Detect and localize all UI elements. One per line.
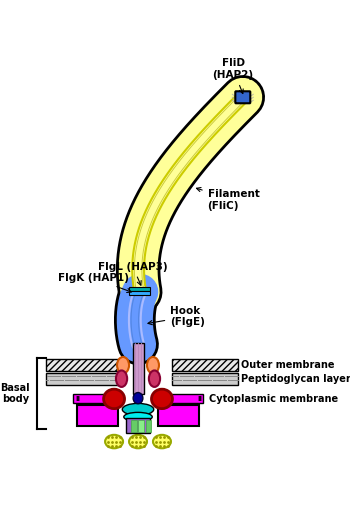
Text: Outer membrane: Outer membrane	[240, 360, 334, 370]
Text: FliD
(HAP2): FliD (HAP2)	[212, 58, 254, 93]
Text: Filament
(FliC): Filament (FliC)	[196, 187, 259, 211]
Ellipse shape	[133, 393, 143, 404]
Ellipse shape	[122, 404, 154, 415]
Bar	[46, 359, 123, 371]
Bar	[172, 373, 238, 385]
Bar	[73, 394, 119, 404]
Bar	[131, 420, 137, 432]
Text: Peptidoglycan layer: Peptidoglycan layer	[240, 374, 350, 384]
Bar	[77, 405, 118, 426]
Bar	[158, 405, 200, 426]
Ellipse shape	[147, 357, 159, 374]
Text: Hook
(FlgE): Hook (FlgE)	[148, 306, 205, 327]
Bar	[129, 287, 150, 291]
Bar	[133, 343, 144, 394]
Ellipse shape	[153, 435, 171, 448]
Bar	[172, 359, 238, 371]
Ellipse shape	[149, 370, 160, 387]
Bar	[146, 420, 152, 432]
Text: FlgL (HAP3): FlgL (HAP3)	[98, 262, 168, 285]
Ellipse shape	[116, 370, 127, 387]
Text: Basal
body: Basal body	[0, 383, 29, 405]
Ellipse shape	[129, 435, 147, 448]
Ellipse shape	[117, 357, 129, 374]
Ellipse shape	[152, 389, 173, 409]
Text: FlgK (HAP1): FlgK (HAP1)	[58, 273, 131, 293]
Ellipse shape	[104, 389, 125, 409]
FancyBboxPatch shape	[235, 91, 250, 103]
Text: II: II	[198, 396, 203, 402]
Bar	[126, 418, 150, 433]
Ellipse shape	[105, 435, 123, 448]
Bar	[157, 394, 203, 404]
Bar	[138, 420, 144, 432]
Bar	[129, 291, 150, 295]
Text: II: II	[76, 396, 80, 402]
Ellipse shape	[124, 412, 152, 422]
Text: Cytoplasmic membrane: Cytoplasmic membrane	[209, 394, 338, 404]
Bar	[46, 373, 123, 385]
